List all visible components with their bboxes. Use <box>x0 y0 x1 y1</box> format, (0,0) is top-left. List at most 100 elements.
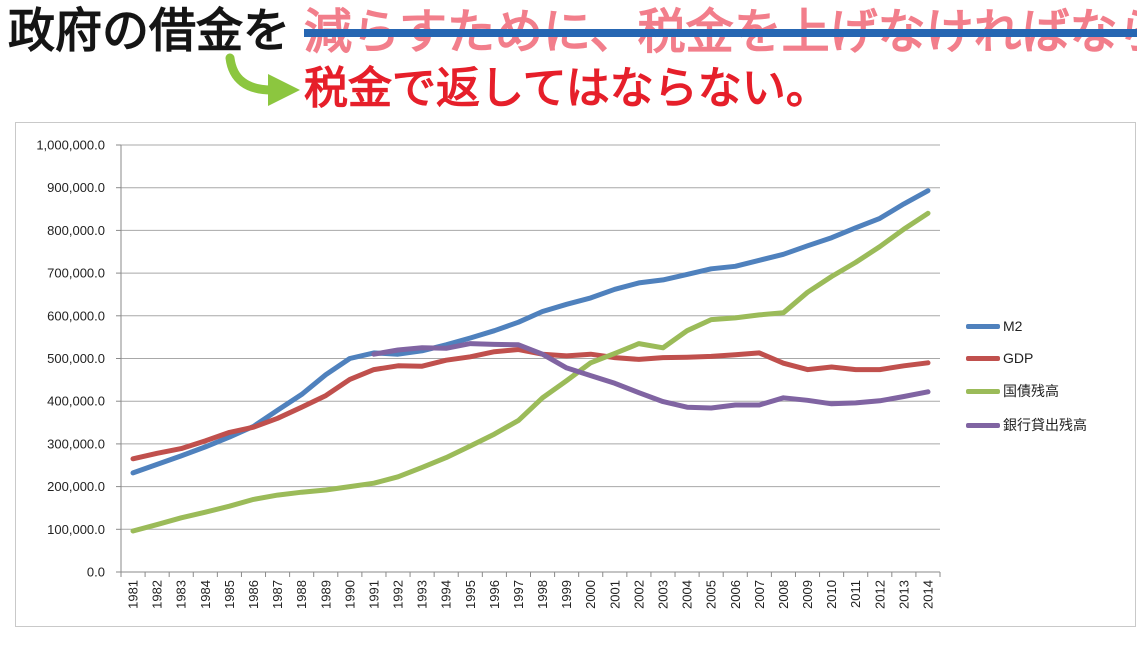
data-point-government-debt <box>685 328 690 333</box>
x-tick-label: 1998 <box>535 580 550 609</box>
data-point-bank-lending <box>805 398 810 403</box>
x-tick-label: 1989 <box>318 580 333 609</box>
data-point-gdp <box>251 425 256 430</box>
data-point-bank-lending <box>564 365 569 370</box>
data-point-bank-lending <box>877 398 882 403</box>
x-tick-label: 2012 <box>872 580 887 609</box>
y-tick-label: 500,000.0 <box>47 351 105 366</box>
data-point-gdp <box>781 361 786 366</box>
data-point-m2 <box>636 280 641 285</box>
data-point-government-debt <box>901 227 906 232</box>
data-point-gdp <box>636 357 641 362</box>
strikethrough-line <box>304 29 1137 37</box>
data-point-m2 <box>661 277 665 282</box>
data-point-government-debt <box>468 444 473 448</box>
data-point-gdp <box>323 393 328 398</box>
data-point-gdp <box>179 446 184 451</box>
data-point-gdp <box>901 363 906 368</box>
series-line-m2 <box>130 188 931 476</box>
data-point-government-debt <box>829 274 834 279</box>
data-point-government-debt <box>155 522 160 527</box>
data-point-government-debt <box>131 529 135 533</box>
data-point-bank-lending <box>612 381 617 386</box>
arrow-shaft <box>225 53 277 95</box>
heading-text: 政府の借金を <box>8 4 290 59</box>
x-tick-label: 1992 <box>391 580 406 609</box>
y-tick-label: 1,000,000.0 <box>36 138 105 153</box>
data-point-gdp <box>444 358 449 363</box>
data-point-m2 <box>564 302 569 307</box>
legend-swatch-bank-lending <box>966 423 1000 428</box>
x-tick-label: 1997 <box>511 580 526 609</box>
legend-item-m2: M2 <box>966 316 1126 336</box>
data-point-gdp <box>926 360 930 365</box>
x-tick-label: 1986 <box>246 580 261 609</box>
x-tick-label: 1993 <box>415 580 430 609</box>
data-point-bank-lending <box>540 352 545 357</box>
y-tick-label: 200,000.0 <box>47 479 105 494</box>
series-line-government-debt <box>130 210 931 534</box>
data-point-government-debt <box>709 317 714 322</box>
data-point-m2 <box>877 216 882 221</box>
data-point-gdp <box>805 367 810 372</box>
data-point-government-debt <box>540 395 545 400</box>
data-point-government-debt <box>251 497 256 502</box>
data-point-m2 <box>347 356 352 361</box>
data-point-m2 <box>540 309 545 314</box>
data-point-m2 <box>853 225 858 230</box>
data-point-gdp <box>829 365 834 369</box>
y-tick-label: 900,000.0 <box>47 180 105 195</box>
data-point-government-debt <box>661 345 665 350</box>
data-point-bank-lending <box>757 403 762 407</box>
data-point-government-debt <box>371 481 376 486</box>
data-point-bank-lending <box>371 352 376 357</box>
data-point-m2 <box>588 295 593 300</box>
x-tick-label: 1985 <box>222 580 237 609</box>
y-tick-label: 600,000.0 <box>47 308 105 323</box>
x-tick-label: 2003 <box>656 580 671 609</box>
data-point-government-debt <box>347 484 352 489</box>
data-point-bank-lending <box>733 403 738 407</box>
x-tick-label: 1981 <box>126 580 141 609</box>
data-point-government-debt <box>757 312 762 317</box>
x-tick-label: 1996 <box>487 580 502 609</box>
data-point-gdp <box>877 367 882 372</box>
x-tick-label: 2008 <box>776 580 791 609</box>
data-point-government-debt <box>733 315 738 320</box>
data-point-gdp <box>516 347 521 352</box>
data-point-m2 <box>492 328 497 333</box>
x-tick-label: 2007 <box>752 580 767 609</box>
data-point-m2 <box>203 444 208 449</box>
line-chart: 0.0 100,000.0 200,000.0 300,000.0 400,000.0 5… <box>36 138 941 609</box>
data-point-government-debt <box>275 493 280 498</box>
x-tick-label: 1983 <box>174 580 189 609</box>
x-tick-label: 1982 <box>150 580 165 609</box>
legend-label-m2: M2 <box>1003 318 1023 334</box>
legend-swatch-m2 <box>966 324 1000 329</box>
x-tick-label: 1994 <box>439 580 454 609</box>
data-point-government-debt <box>588 360 593 365</box>
data-point-gdp <box>757 350 762 355</box>
series-line-bank-lending <box>371 341 931 411</box>
data-point-bank-lending <box>588 373 593 378</box>
data-point-m2 <box>468 336 473 340</box>
y-tick-label: 800,000.0 <box>47 223 105 238</box>
data-point-gdp <box>468 354 473 359</box>
data-point-m2 <box>179 453 184 458</box>
x-tick-label: 1995 <box>463 580 478 609</box>
data-point-gdp <box>396 363 400 368</box>
data-point-government-debt <box>853 260 858 265</box>
x-tick-label: 1990 <box>342 580 357 609</box>
data-point-bank-lending <box>661 399 665 404</box>
data-point-m2 <box>155 462 160 467</box>
legend-swatch-government-debt <box>966 389 1000 394</box>
data-point-m2 <box>733 264 738 269</box>
data-point-bank-lending <box>901 394 906 399</box>
data-point-m2 <box>685 272 690 277</box>
legend-swatch-gdp <box>966 356 1000 361</box>
y-tick-label: 400,000.0 <box>47 394 105 409</box>
data-point-gdp <box>612 355 617 360</box>
data-point-m2 <box>805 243 810 248</box>
data-point-m2 <box>926 188 930 193</box>
data-point-government-debt <box>492 432 497 437</box>
